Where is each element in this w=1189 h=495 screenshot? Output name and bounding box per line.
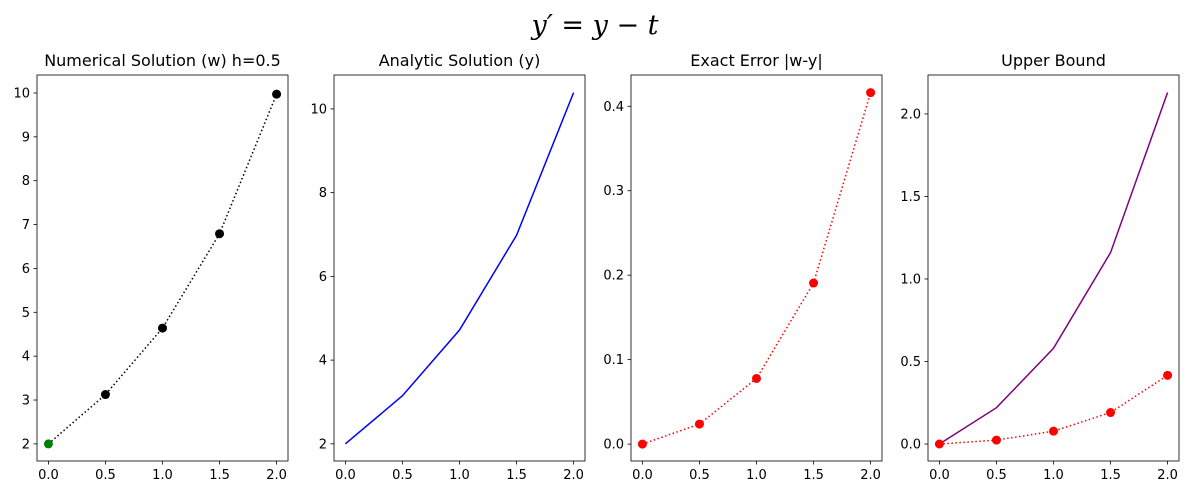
marker — [1106, 408, 1116, 418]
x-tick-label: 2.0 — [1157, 468, 1178, 483]
y-tick-label: 2 — [22, 437, 30, 452]
axes-frame — [333, 74, 586, 462]
series-line — [642, 92, 872, 445]
y-tick-label: 6 — [22, 262, 30, 277]
figure-title: y′ = y − t — [530, 10, 658, 41]
x-tick-label: 1.0 — [152, 468, 173, 483]
marker — [637, 439, 647, 449]
marker — [43, 439, 53, 449]
y-tick-label: 0.0 — [603, 438, 624, 453]
y-tick-label: 8 — [22, 174, 30, 189]
marker — [158, 323, 167, 333]
x-tick-label: 1.0 — [1043, 468, 1064, 483]
series-line — [47, 93, 278, 445]
y-tick-label: 4 — [319, 354, 327, 369]
x-tick-label: 1.5 — [1100, 468, 1121, 483]
series-line — [344, 92, 575, 445]
x-tick-label: 0.5 — [392, 468, 413, 483]
x-tick-label: 2.0 — [860, 468, 881, 483]
y-tick-label: 4 — [22, 350, 30, 365]
x-tick-label: 0.5 — [986, 468, 1007, 483]
y-tick-label: 2 — [319, 437, 327, 452]
y-tick-label: 0.3 — [603, 184, 624, 199]
marker — [1163, 370, 1173, 380]
x-tick-label: 1.5 — [803, 468, 824, 483]
subplot-title: Exact Error |w-y| — [690, 51, 822, 70]
marker — [215, 229, 225, 239]
y-tick-label: 1.5 — [900, 190, 921, 205]
y-tick-label: 8 — [319, 186, 327, 201]
y-tick-label: 0.1 — [603, 353, 624, 368]
subplot-title: Upper Bound — [1001, 51, 1106, 70]
y-tick-label: 10 — [13, 86, 30, 101]
x-tick-label: 0.0 — [335, 468, 356, 483]
y-tick-label: 0.4 — [603, 100, 624, 115]
y-tick-label: 6 — [319, 270, 327, 285]
y-tick-label: 0.5 — [900, 355, 921, 370]
y-tick-label: 2.0 — [900, 107, 921, 122]
x-tick-label: 0.5 — [689, 468, 710, 483]
marker — [866, 88, 876, 98]
marker — [809, 278, 819, 288]
axes-frame — [36, 74, 289, 462]
y-tick-label: 0.0 — [900, 438, 921, 453]
x-tick-label: 0.0 — [38, 468, 59, 483]
x-tick-label: 1.0 — [746, 468, 767, 483]
x-tick-label: 1.5 — [506, 468, 527, 483]
axes-frame — [927, 74, 1180, 462]
y-tick-label: 5 — [22, 306, 30, 321]
y-tick-label: 3 — [22, 394, 30, 409]
marker — [1049, 426, 1058, 436]
subplot-title: Numerical Solution (w) h=0.5 — [44, 51, 281, 70]
x-tick-label: 2.0 — [563, 468, 584, 483]
y-tick-label: 9 — [22, 130, 30, 145]
x-tick-label: 0.0 — [929, 468, 950, 483]
y-tick-label: 7 — [22, 218, 30, 233]
marker — [272, 89, 282, 99]
subplot-title: Analytic Solution (y) — [379, 51, 541, 70]
x-tick-label: 0.0 — [632, 468, 653, 483]
marker — [100, 390, 110, 400]
marker — [752, 373, 761, 383]
x-tick-label: 0.5 — [95, 468, 116, 483]
y-tick-label: 10 — [310, 102, 327, 117]
marker — [934, 439, 944, 449]
x-tick-label: 1.0 — [449, 468, 470, 483]
marker — [991, 435, 1001, 445]
marker — [694, 419, 704, 429]
y-tick-label: 1.0 — [900, 272, 921, 287]
axes-frame — [630, 74, 883, 462]
x-tick-label: 2.0 — [266, 468, 287, 483]
series-line — [939, 92, 1169, 445]
x-tick-label: 1.5 — [209, 468, 230, 483]
y-tick-label: 0.2 — [603, 269, 624, 284]
